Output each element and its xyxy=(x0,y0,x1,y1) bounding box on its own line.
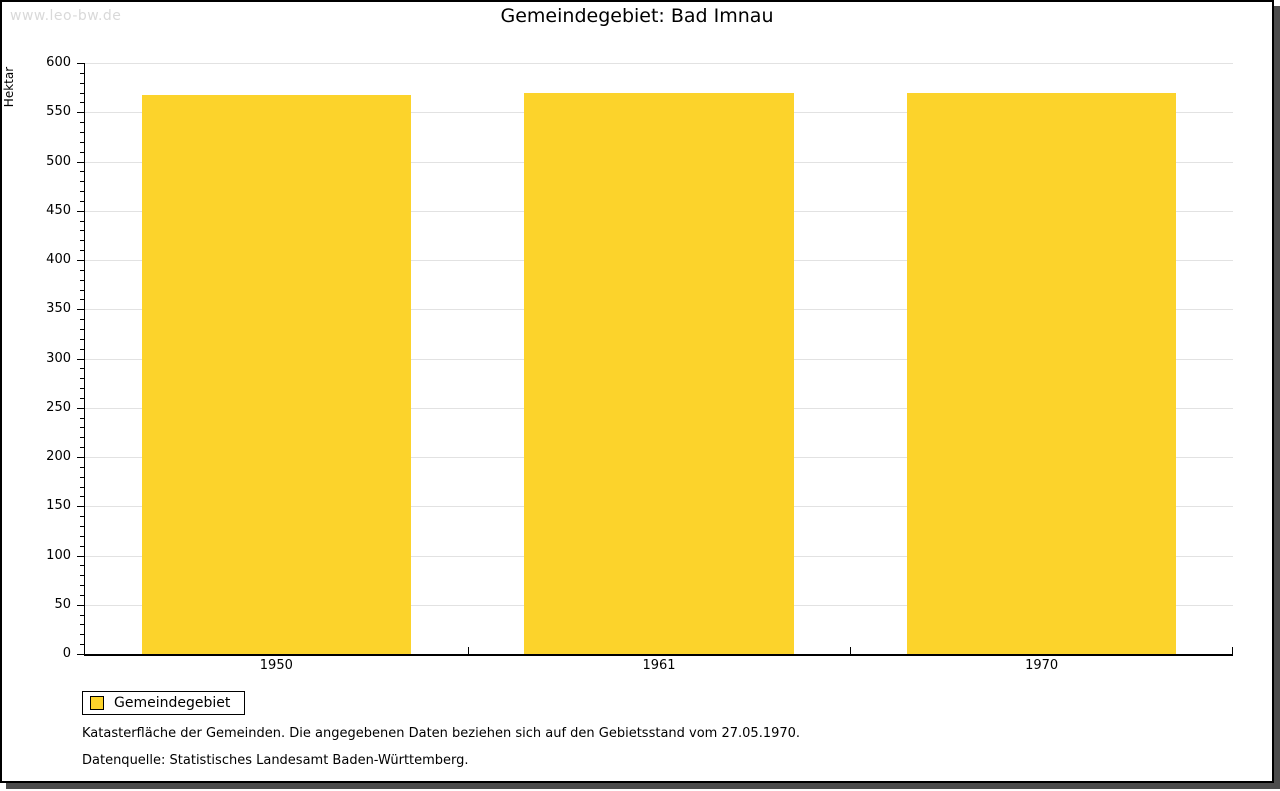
y-tick-180 xyxy=(80,476,85,478)
y-tick-label-300: 300 xyxy=(46,350,71,366)
y-tick-580 xyxy=(80,82,85,84)
y-tick-560 xyxy=(80,102,85,104)
bar-1961 xyxy=(524,92,794,654)
y-tick-340 xyxy=(80,319,85,321)
y-tick-470 xyxy=(80,191,85,193)
y-tick-250 xyxy=(77,407,85,409)
y-tick-170 xyxy=(80,486,85,488)
y-tick-label-100: 100 xyxy=(46,547,71,563)
bar-1950 xyxy=(141,94,412,654)
y-tick-70 xyxy=(80,585,85,587)
y-tick-20 xyxy=(80,634,85,636)
gridline-y-600 xyxy=(85,63,1233,64)
y-tick-510 xyxy=(80,151,85,153)
y-tick-160 xyxy=(80,496,85,498)
y-tick-390 xyxy=(80,269,85,271)
x-boundary-tick-1 xyxy=(467,647,469,654)
y-tick-100 xyxy=(77,555,85,557)
y-tick-450 xyxy=(77,210,85,212)
y-tick-220 xyxy=(80,437,85,439)
y-tick-550 xyxy=(77,112,85,114)
y-tick-280 xyxy=(80,378,85,380)
y-tick-320 xyxy=(80,338,85,340)
y-tick-30 xyxy=(80,624,85,626)
y-tick-140 xyxy=(80,516,85,518)
y-tick-530 xyxy=(80,131,85,133)
y-tick-480 xyxy=(80,181,85,183)
y-tick-600 xyxy=(77,63,85,64)
y-tick-130 xyxy=(80,525,85,527)
y-axis-title: Hektar xyxy=(2,66,16,108)
x-tick-label-1961: 1961 xyxy=(642,658,676,673)
y-tick-540 xyxy=(80,122,85,124)
y-tick-110 xyxy=(80,545,85,547)
y-tick-330 xyxy=(80,328,85,330)
legend: Gemeindegebiet xyxy=(82,691,246,715)
y-tick-60 xyxy=(80,594,85,596)
y-tick-label-550: 550 xyxy=(46,104,71,120)
y-tick-label-600: 600 xyxy=(46,55,71,70)
y-tick-230 xyxy=(80,427,85,429)
chart-title: Gemeindegebiet: Bad Imnau xyxy=(500,5,774,27)
y-tick-label-450: 450 xyxy=(46,202,71,218)
x-tick-label-1970: 1970 xyxy=(1025,658,1059,673)
y-tick-500 xyxy=(77,161,85,163)
x-boundary-tick-2 xyxy=(850,647,852,654)
bar-1970 xyxy=(906,92,1177,654)
y-tick-440 xyxy=(80,220,85,222)
y-tick-120 xyxy=(80,535,85,537)
watermark: www.leo-bw.de xyxy=(10,8,122,24)
legend-swatch-icon xyxy=(90,696,104,710)
y-tick-90 xyxy=(80,565,85,567)
y-tick-460 xyxy=(80,200,85,202)
x-boundary-tick-3 xyxy=(1232,647,1233,654)
y-tick-10 xyxy=(80,644,85,646)
y-tick-210 xyxy=(80,447,85,449)
y-tick-290 xyxy=(80,368,85,370)
y-tick-label-400: 400 xyxy=(46,252,71,267)
y-tick-570 xyxy=(80,92,85,94)
y-tick-260 xyxy=(80,397,85,399)
x-tick-label-1950: 1950 xyxy=(259,658,293,673)
y-tick-label-250: 250 xyxy=(46,399,71,415)
y-tick-520 xyxy=(80,141,85,143)
y-tick-310 xyxy=(80,348,85,350)
y-tick-150 xyxy=(77,506,85,508)
y-tick-400 xyxy=(77,260,85,261)
y-tick-360 xyxy=(80,299,85,301)
y-tick-label-350: 350 xyxy=(46,301,71,317)
y-tick-430 xyxy=(80,230,85,232)
y-tick-label-200: 200 xyxy=(46,449,71,464)
y-tick-270 xyxy=(80,388,85,390)
y-tick-300 xyxy=(77,358,85,360)
y-tick-200 xyxy=(77,457,85,458)
y-tick-240 xyxy=(80,417,85,419)
y-tick-0 xyxy=(77,654,85,655)
y-tick-label-0: 0 xyxy=(62,646,71,661)
y-tick-label-500: 500 xyxy=(46,153,71,169)
y-tick-410 xyxy=(80,250,85,252)
y-tick-350 xyxy=(77,309,85,311)
y-tick-380 xyxy=(80,279,85,281)
y-tick-label-150: 150 xyxy=(46,498,71,514)
y-tick-label-50: 50 xyxy=(54,596,71,612)
y-tick-590 xyxy=(80,72,85,74)
y-tick-190 xyxy=(80,466,85,468)
legend-label: Gemeindegebiet xyxy=(114,695,231,711)
y-tick-50 xyxy=(77,604,85,606)
note-datenquelle: Datenquelle: Statistisches Landesamt Bad… xyxy=(82,753,469,768)
note-kataster: Katasterfläche der Gemeinden. Die angege… xyxy=(82,726,801,741)
y-tick-370 xyxy=(80,289,85,291)
y-tick-420 xyxy=(80,240,85,242)
y-tick-80 xyxy=(80,575,85,577)
y-tick-40 xyxy=(80,614,85,616)
plot-area: 0 50 100 150 200 250 300 350 400 450 500 550 600 1950… xyxy=(46,56,1233,673)
y-tick-490 xyxy=(80,171,85,173)
